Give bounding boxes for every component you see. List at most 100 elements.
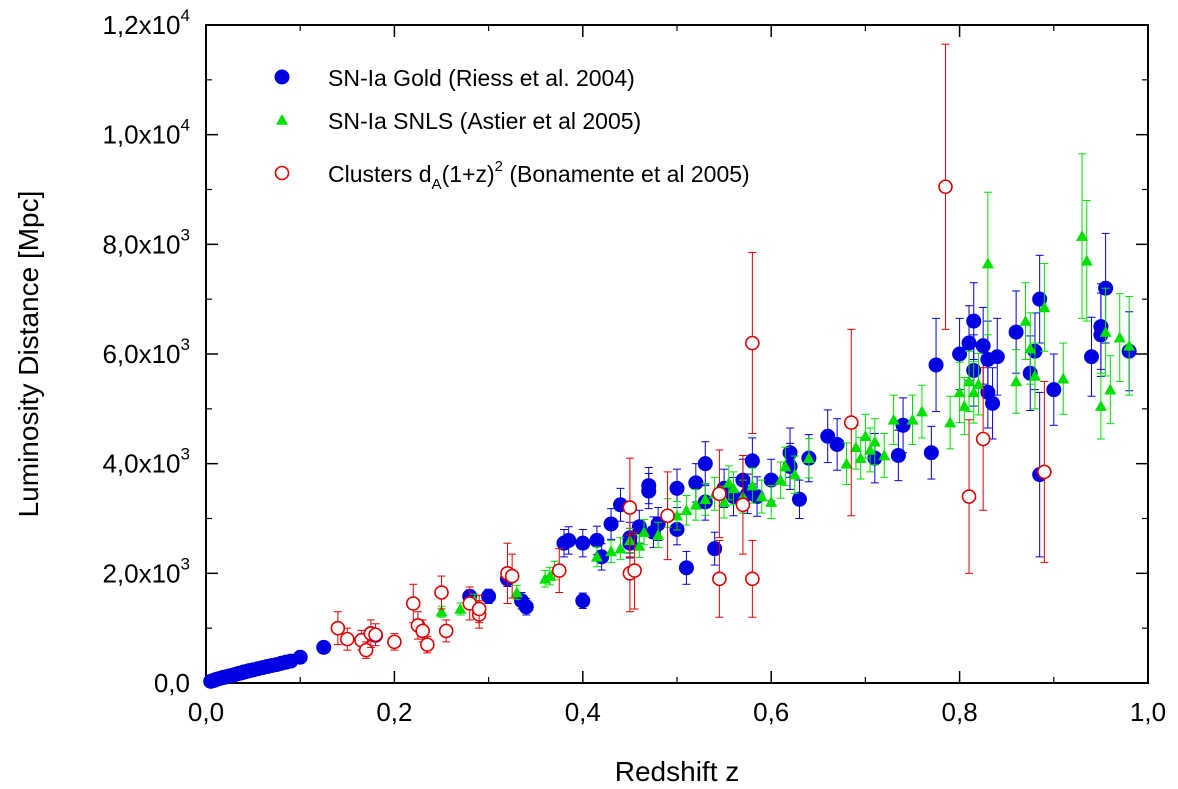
data-point bbox=[1094, 400, 1107, 411]
data-point bbox=[707, 541, 723, 557]
data-point bbox=[763, 472, 779, 488]
data-point bbox=[603, 516, 619, 532]
data-point bbox=[589, 532, 605, 548]
data-point bbox=[985, 395, 1001, 411]
data-point bbox=[788, 468, 801, 480]
y-tick-label: 4,0x103 bbox=[102, 445, 190, 479]
data-point bbox=[744, 453, 760, 469]
data-point bbox=[854, 452, 867, 463]
data-point bbox=[868, 435, 881, 447]
legend-label: Clusters dA(1+z)2 (Bonamente et al 2005) bbox=[328, 158, 750, 193]
data-point bbox=[712, 571, 727, 587]
x-tick-label: 0,6 bbox=[753, 697, 789, 727]
data-point bbox=[727, 482, 740, 494]
data-point bbox=[434, 585, 449, 600]
y-tick-label: 8,0x103 bbox=[102, 225, 190, 259]
y-tick-label: 1,0x104 bbox=[102, 116, 190, 150]
data-point bbox=[975, 338, 991, 354]
data-point bbox=[1024, 342, 1037, 354]
data-point bbox=[712, 486, 727, 502]
data-point bbox=[316, 639, 332, 655]
data-point bbox=[923, 445, 939, 461]
data-point bbox=[590, 550, 603, 562]
data-point bbox=[765, 496, 778, 507]
data-point bbox=[915, 405, 928, 417]
data-point bbox=[614, 542, 627, 554]
data-point bbox=[774, 474, 787, 485]
data-point bbox=[387, 634, 402, 650]
data-point bbox=[745, 571, 760, 587]
data-point bbox=[368, 627, 383, 643]
data-point bbox=[840, 457, 853, 469]
data-point bbox=[972, 378, 985, 389]
data-point bbox=[958, 400, 971, 411]
legend-label: SN-Ia SNLS (Astier et al 2005) bbox=[328, 108, 641, 134]
data-point bbox=[1083, 349, 1099, 365]
axes: 0,0 0,2 0,4 0,6 0,8 1,0 0,0 2,0x103 4,0x103 6,0x1… bbox=[102, 6, 1166, 727]
data-point bbox=[627, 563, 642, 578]
data-point bbox=[928, 357, 944, 373]
data-point bbox=[518, 599, 534, 615]
data-point bbox=[944, 416, 957, 428]
data-point bbox=[981, 257, 994, 269]
data-point bbox=[1038, 301, 1051, 313]
data-point bbox=[561, 532, 577, 548]
legend: SN-Ia Gold (Riess et al. 2004) SN-Ia SNLS… bbox=[274, 65, 750, 193]
data-point bbox=[1019, 315, 1032, 326]
legend-marker bbox=[274, 165, 290, 181]
data-point bbox=[961, 335, 977, 351]
data-point bbox=[952, 346, 968, 362]
data-point bbox=[605, 545, 618, 557]
data-point bbox=[906, 413, 919, 425]
data-point bbox=[1057, 372, 1070, 384]
data-point bbox=[660, 508, 675, 524]
data-point bbox=[953, 386, 966, 398]
data-point bbox=[551, 563, 567, 578]
y-tick-label: 6,0x103 bbox=[102, 335, 190, 369]
data-point bbox=[1104, 383, 1117, 395]
data-point bbox=[967, 386, 980, 398]
data-point bbox=[622, 500, 638, 515]
data-point bbox=[735, 497, 751, 513]
data-point bbox=[678, 560, 694, 576]
data-point bbox=[1046, 382, 1062, 398]
data-point bbox=[966, 313, 982, 329]
legend-label: SN-Ia Gold (Riess et al. 2004) bbox=[328, 65, 635, 91]
data-point bbox=[1028, 369, 1041, 381]
data-point bbox=[791, 491, 807, 507]
x-tick-label: 0,4 bbox=[565, 697, 601, 727]
data-point bbox=[575, 535, 591, 551]
data-point bbox=[895, 417, 911, 433]
data-point bbox=[779, 460, 792, 472]
x-tick-label: 0,0 bbox=[188, 697, 224, 727]
data-point bbox=[722, 476, 735, 488]
data-point bbox=[755, 490, 768, 502]
data-point bbox=[989, 349, 1005, 365]
data-point bbox=[1113, 331, 1126, 343]
data-point bbox=[843, 415, 859, 430]
data-point bbox=[669, 480, 685, 496]
y-tick-label: 0,0 bbox=[154, 668, 190, 698]
legend-marker bbox=[274, 69, 290, 85]
data-point bbox=[435, 605, 448, 617]
data-point bbox=[849, 441, 862, 453]
data-point bbox=[1010, 375, 1023, 387]
data-point bbox=[471, 601, 487, 617]
data-point bbox=[963, 375, 976, 387]
data-point bbox=[510, 586, 523, 598]
data-point bbox=[878, 449, 891, 461]
data-point bbox=[890, 447, 906, 463]
data-point bbox=[1123, 339, 1136, 351]
x-tick-label: 1,0 bbox=[1130, 697, 1166, 727]
data-point bbox=[641, 483, 657, 499]
data-point bbox=[938, 179, 953, 195]
data-point bbox=[697, 456, 713, 472]
y-tick-label: 2,0x103 bbox=[102, 554, 190, 588]
data-point bbox=[1032, 291, 1048, 307]
data-point bbox=[859, 430, 872, 442]
data-point bbox=[975, 431, 991, 447]
data-point bbox=[420, 637, 435, 652]
data-point bbox=[1037, 464, 1052, 480]
data-point bbox=[688, 475, 704, 491]
